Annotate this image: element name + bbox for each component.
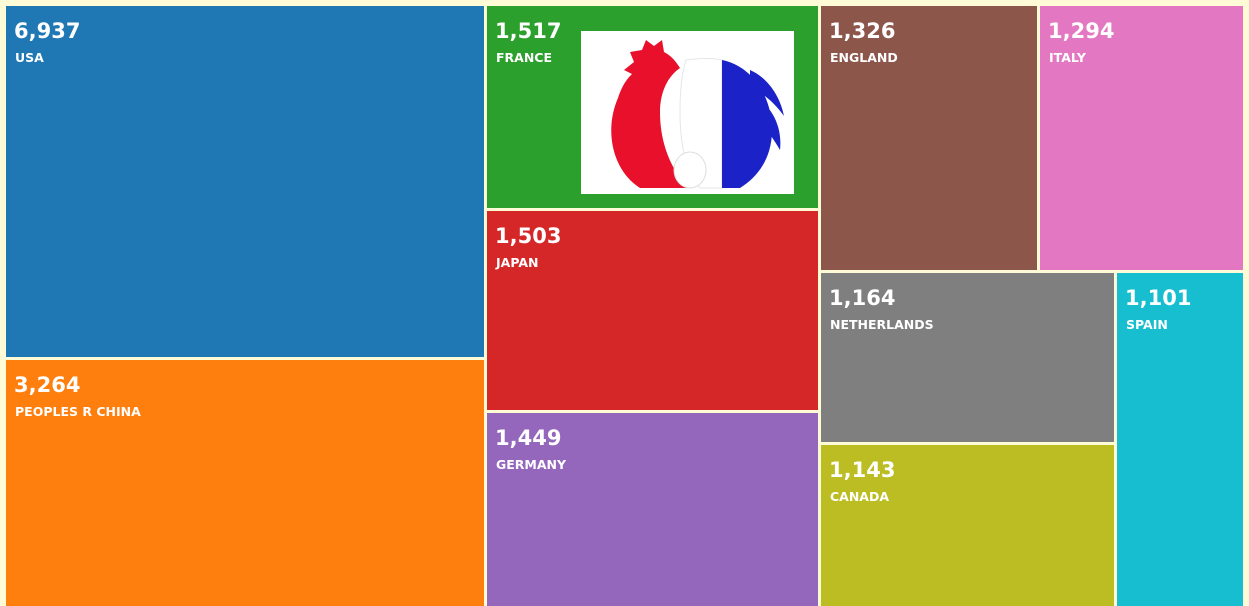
category-label: NETHERLANDS [830,317,934,332]
cell [487,413,818,606]
cell [821,445,1114,606]
value-label: 1,503 [495,224,561,248]
value-label: 6,937 [14,19,80,43]
value-label: 1,143 [829,458,895,482]
value-label: 1,101 [1125,286,1191,310]
value-label: 1,294 [1048,19,1114,43]
cell [1040,6,1243,270]
cells [6,6,1243,606]
value-label: 1,517 [495,19,561,43]
value-label: 1,164 [829,286,895,310]
rooster-icon [581,31,794,194]
value-label: 3,264 [14,373,80,397]
category-label: JAPAN [495,255,538,270]
category-label: USA [15,50,44,65]
category-label: CANADA [830,489,889,504]
category-label: ITALY [1049,50,1087,65]
cell [821,273,1114,442]
category-label: GERMANY [496,457,567,472]
category-label: SPAIN [1126,317,1168,332]
value-label: 1,326 [829,19,895,43]
rooster-egg [673,151,707,189]
cell [821,6,1037,270]
cell [487,211,818,410]
rooster-blue [722,60,784,188]
labels: 6,937 USA 3,264 PEOPLES R CHINA 1,517 FRANCE 1… [14,19,1191,504]
category-label: PEOPLES R CHINA [15,404,141,419]
value-label: 1,449 [495,426,561,450]
rooster-red [611,40,688,188]
category-label: ENGLAND [830,50,898,65]
category-label: FRANCE [496,50,552,65]
cell [1117,273,1243,606]
cell [6,360,484,606]
cell [6,6,484,357]
